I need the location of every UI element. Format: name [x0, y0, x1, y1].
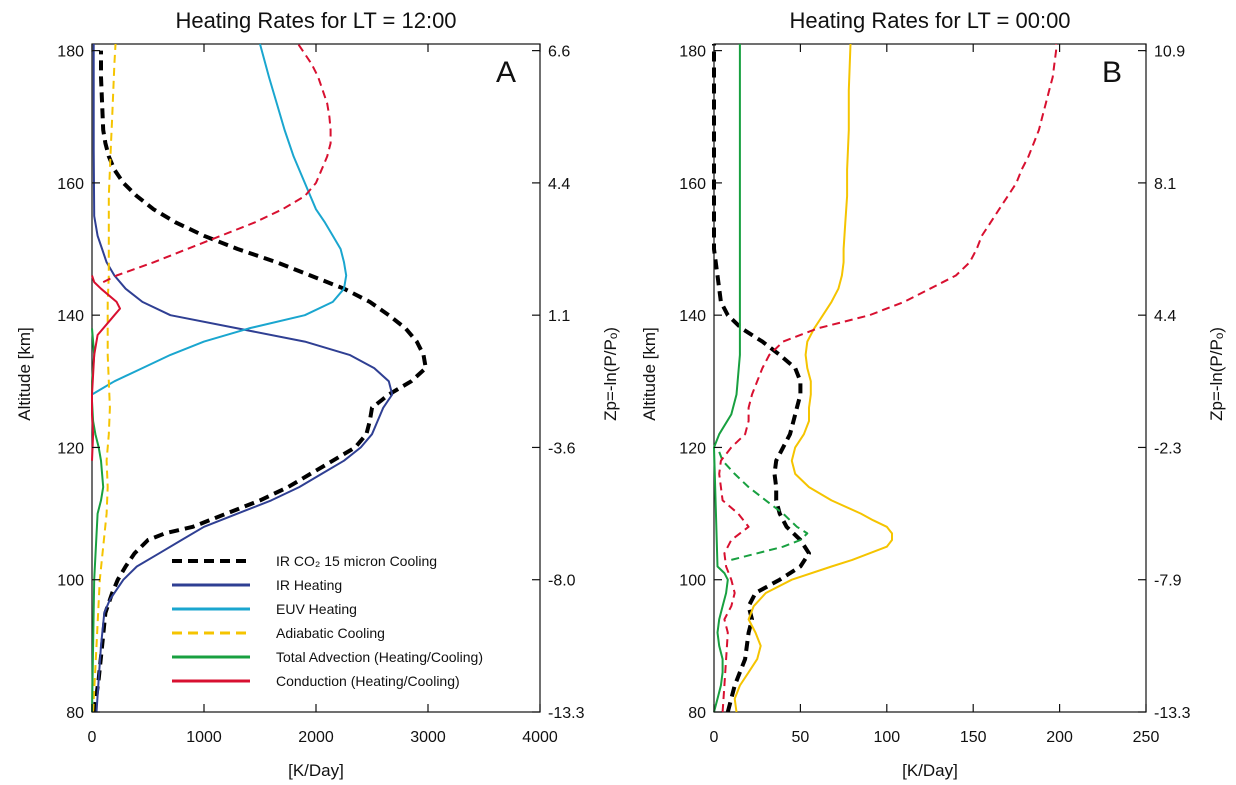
panel-a-xtick-label: 1000: [186, 729, 222, 746]
panel-b-series-adv_solid: [713, 44, 741, 713]
panel-a-legend: IR CO₂ 15 micron Cooling IR Heating EUV He…: [172, 553, 483, 689]
panel-b-xtick-label: 100: [873, 729, 900, 746]
panel-b-ticks: 0 50 100 150 200 250 80 100 120 140 160 180 -13.3 -7.…: [679, 44, 1190, 746]
panel-a-y2label: Zp=-ln(P/Pₒ): [601, 327, 620, 421]
panel-a-series-conduction: [91, 275, 121, 461]
panel-b-series-cond_dashed: [718, 44, 1058, 713]
panel-b-series-adv_dashed: [716, 447, 809, 561]
panel-b-ytick-label: 140: [679, 308, 706, 325]
panel-b-xtick-label: 0: [710, 729, 719, 746]
panel-b-ytick-label: 120: [679, 440, 706, 457]
panel-a-series-conduction_dashed: [102, 43, 332, 283]
panel-b-series: [712, 43, 1058, 713]
panel-b-xtick-label: 50: [792, 729, 810, 746]
legend-label: Total Advection (Heating/Cooling): [276, 649, 483, 665]
panel-b-xtick-label: 200: [1046, 729, 1073, 746]
panel-b-y2tick-label: 10.9: [1154, 44, 1185, 61]
panel-a-ytick-label: 100: [57, 573, 84, 590]
panel-a-ticks: 0 1000 2000 3000 4000 80 100 120 140 160 180 -13.3 -…: [57, 44, 584, 746]
panel-a-y2tick-label: -8.0: [548, 573, 576, 590]
panel-b-ytick-label: 160: [679, 176, 706, 193]
panel-a-xtick-label: 2000: [298, 729, 334, 746]
panel-b-ytick-label: 180: [679, 44, 706, 61]
panel-a-ytick-label: 180: [57, 44, 84, 61]
panel-a-series-advection: [91, 328, 105, 713]
panel-b-y2tick-label: 8.1: [1154, 176, 1176, 193]
panel-a-y2tick-label: 1.1: [548, 308, 570, 325]
panel-b-chart: Heating Rates for LT = 00:00 B 0 50 100 150…: [640, 8, 1226, 780]
panel-a-series-ir_heating: [92, 44, 394, 713]
panel-b-y2tick-label: 4.4: [1154, 308, 1176, 325]
panel-a-series-ir_co2: [92, 50, 428, 713]
legend-label: IR CO₂ 15 micron Cooling: [276, 553, 437, 569]
panel-a-xlabel: [K/Day]: [288, 761, 344, 780]
panel-a-y2tick-label: 4.4: [548, 176, 570, 193]
legend-label: IR Heating: [276, 577, 342, 593]
panel-b-xlabel: [K/Day]: [902, 761, 958, 780]
panel-a-series-euv: [91, 43, 348, 396]
panel-a-ylabel: Altitude [km]: [15, 327, 34, 421]
panel-b-ytick-label: 100: [679, 573, 706, 590]
panel-a-y2tick-label: 6.6: [548, 44, 570, 61]
panel-a-series-adiabatic: [92, 43, 117, 713]
legend-label: EUV Heating: [276, 601, 357, 617]
panel-a-ytick-label: 120: [57, 440, 84, 457]
panel-b-xtick-label: 150: [960, 729, 987, 746]
panel-b-label: B: [1102, 56, 1122, 89]
panel-b-series-euv: [733, 43, 893, 713]
panel-b-frame: [713, 43, 1147, 713]
panel-b-y2tick-label: -2.3: [1154, 440, 1182, 457]
panel-a-y2tick-label: -3.6: [548, 440, 576, 457]
panel-b-y2tick-label: -13.3: [1154, 705, 1191, 722]
panel-b-title: Heating Rates for LT = 00:00: [789, 8, 1070, 33]
panel-a-xtick-label: 3000: [410, 729, 446, 746]
panel-a-series: [91, 43, 428, 713]
panel-a-xtick-label: 4000: [522, 729, 558, 746]
panel-a-ytick-label: 140: [57, 308, 84, 325]
panel-a-title: Heating Rates for LT = 12:00: [175, 8, 456, 33]
panel-b-xtick-label: 250: [1133, 729, 1160, 746]
panel-a-chart: Heating Rates for LT = 12:00 A 0 1000 2000…: [15, 8, 620, 780]
panel-a-xtick-label: 0: [88, 729, 97, 746]
legend-label: Adiabatic Cooling: [276, 625, 385, 641]
panel-a-y2tick-label: -13.3: [548, 705, 585, 722]
panel-b-ylabel: Altitude [km]: [640, 327, 659, 421]
panel-b-y2tick-label: -7.9: [1154, 573, 1182, 590]
panel-b-ytick-label: 80: [688, 705, 706, 722]
panel-a-label: A: [496, 56, 516, 89]
panel-a-ytick-label: 80: [66, 705, 84, 722]
legend-label: Conduction (Heating/Cooling): [276, 673, 460, 689]
panel-a-ytick-label: 160: [57, 176, 84, 193]
panel-b-y2label: Zp=-ln(P/Pₒ): [1207, 327, 1226, 421]
panel-b-series-ir_co2: [712, 44, 811, 713]
